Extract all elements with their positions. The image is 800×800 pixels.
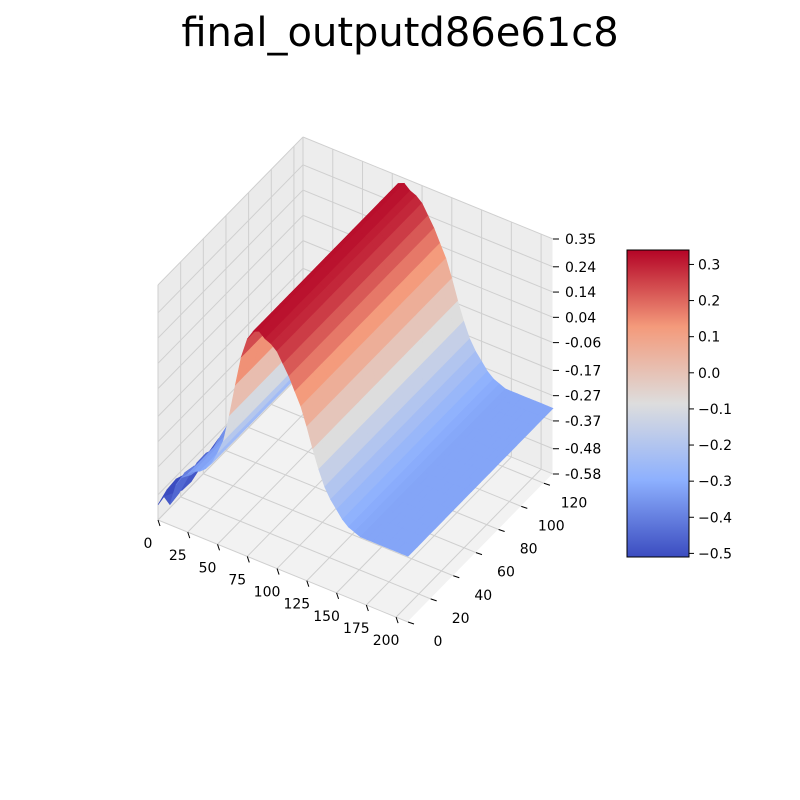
z-tick-label: -0.17 [565,363,601,379]
colorbar-tick-label: −0.1 [698,402,732,418]
colorbar-tick-label: 0.3 [698,257,720,273]
x-tick-mark [336,592,340,600]
colorbar-tick-label: −0.4 [698,510,732,526]
grid-line-x [365,456,512,606]
z-tick-label: -0.48 [565,442,601,458]
colorbar-gradient [626,249,690,558]
y-tick-mark [498,529,505,532]
z-tick-label: -0.27 [565,389,601,405]
grid-line-z [157,268,304,417]
grid-line-z [157,164,304,314]
x-tick-label: 50 [199,560,217,576]
x-tick-label: 75 [228,572,246,588]
grid-line-z [157,240,304,389]
y-tick-mark [430,598,437,602]
z-tick-label: 0.24 [565,260,596,276]
y-tick-mark [543,482,551,486]
grid-line-y [180,496,431,600]
x-tick-label: 150 [313,609,340,625]
surface-mesh [157,182,554,557]
colorbar-tick-label: −0.5 [698,546,732,562]
x-tick-mark [395,616,399,624]
grid-line-z [157,189,304,339]
grid-line-z [302,136,554,240]
x-tick-label: 100 [254,585,281,601]
x-tick-mark [306,580,310,587]
y-tick-label: 100 [538,518,565,534]
y-tick-label: 80 [520,542,538,558]
grid-line-z [157,371,304,521]
grid-line-z [157,214,304,364]
colorbar-tick-label: 0.2 [698,294,720,310]
x-tick-mark [365,604,369,612]
y-tick-label: 120 [561,495,588,511]
x-tick-label: 0 [144,536,153,552]
x-tick-label: 25 [169,548,187,564]
grid-line-y [203,473,454,577]
y-tick-mark [521,505,528,509]
chart-title: final_outputd86e61c8 [181,10,619,56]
y-tick-label: 60 [497,565,515,581]
y-tick-mark [453,575,460,579]
grid-line-z [157,136,304,286]
y-tick-mark [475,552,483,556]
y-tick-mark [407,621,415,625]
x-tick-mark [217,544,220,551]
z-tick-label: 0.14 [565,285,596,301]
x-tick-mark [187,531,191,539]
x-tick-label: 200 [373,633,400,649]
x-tick-mark [276,568,280,575]
z-tick-label: 0.35 [565,232,596,248]
x-tick-label: 125 [283,597,310,613]
z-tick-label: 0.04 [565,310,596,326]
colorbar-tick-label: 0.1 [698,330,720,346]
surface-patch [401,544,418,557]
x-tick-label: 175 [343,621,370,637]
colorbar-tick-label: −0.2 [698,438,732,454]
grid-line-x [395,468,542,618]
y-tick-label: 0 [434,634,443,650]
y-tick-label: 20 [452,611,470,627]
colorbar: 0.3 0.2 0.1 0.0 −0.1 −0.2 −0.3 −0.4 −0.5 [626,249,732,562]
z-tick-label: -0.37 [565,414,601,430]
z-tick-label: -0.58 [565,467,601,483]
x-tick-mark [246,556,250,563]
z-tick-label: -0.06 [565,336,601,352]
colorbar-tick-label: 0.0 [698,366,720,382]
colorbar-tick-label: −0.3 [698,474,732,490]
y-tick-label: 40 [474,588,492,604]
x-tick-mark [157,519,161,527]
